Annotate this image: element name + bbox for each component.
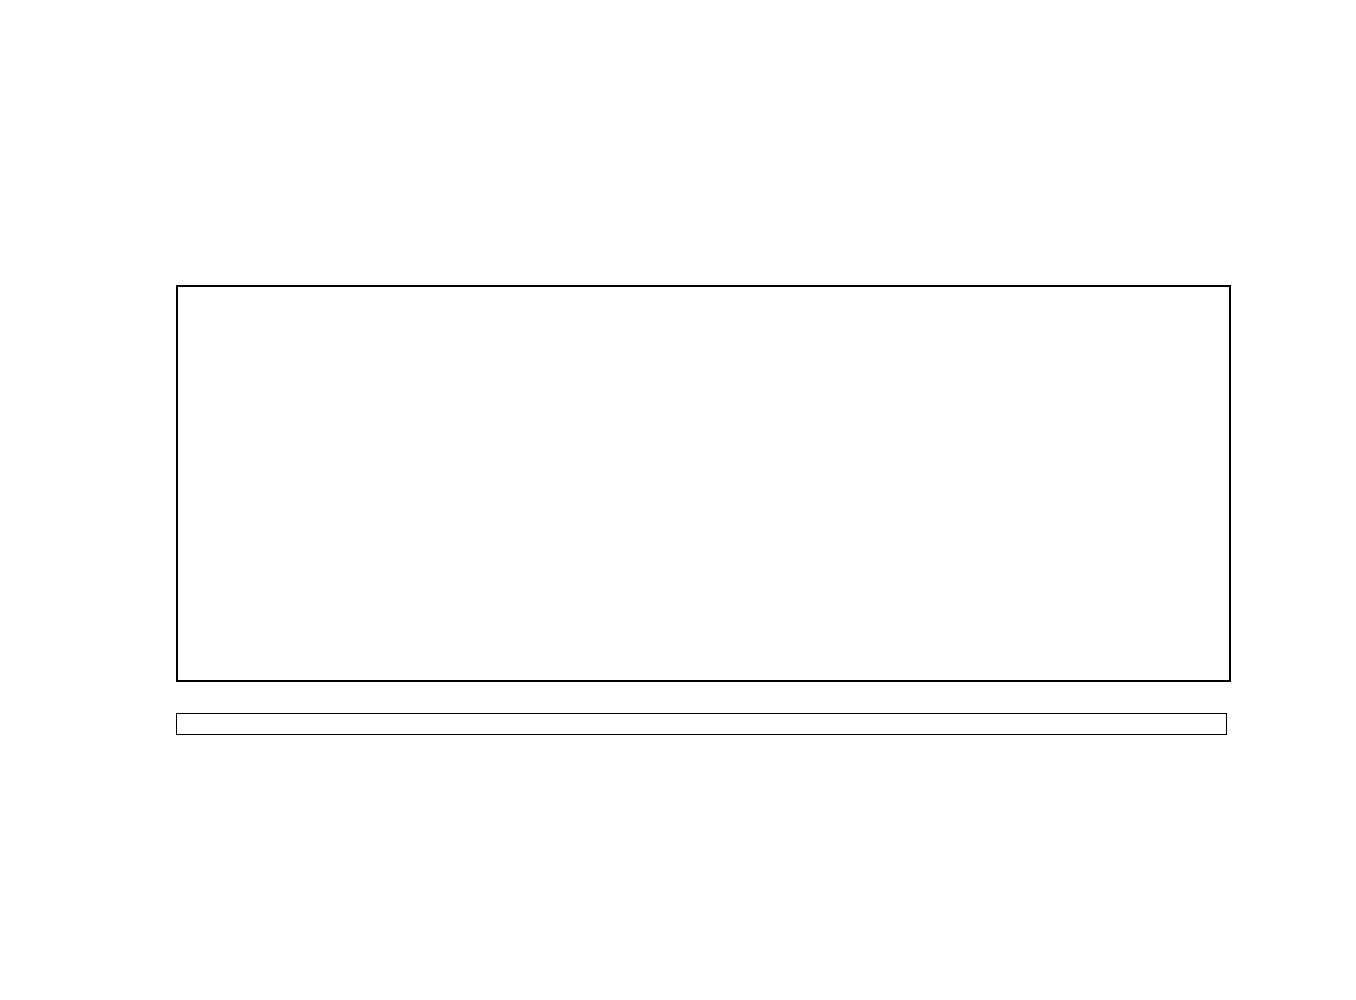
map-plot-area bbox=[176, 285, 1231, 682]
colorbar bbox=[176, 713, 1227, 735]
sst-gradient-heatmap bbox=[178, 287, 1229, 680]
